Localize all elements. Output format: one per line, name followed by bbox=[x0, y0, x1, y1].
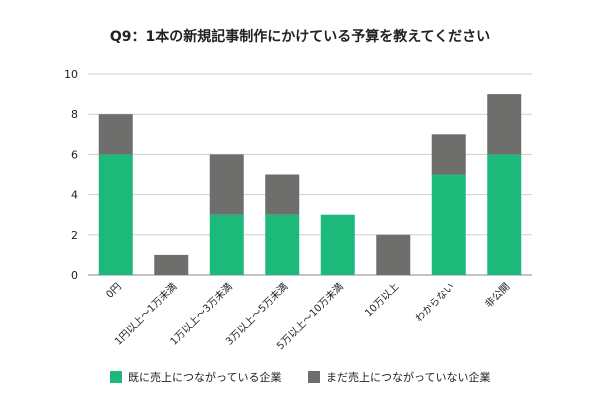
x-tick-label-2: 1万以上〜3万未満 bbox=[168, 281, 235, 348]
legend-label-converted: 既に売上につながっている企業 bbox=[128, 371, 282, 384]
x-tick-label-6: わからない bbox=[413, 281, 457, 325]
y-tick-label-10: 10 bbox=[64, 68, 78, 81]
bar-not-converted-1 bbox=[154, 254, 189, 275]
x-tick-label-5: 10万以上 bbox=[363, 281, 402, 320]
x-tick-label-3: 3万以上〜5万未満 bbox=[223, 281, 290, 348]
bar-not-converted-3 bbox=[265, 174, 300, 215]
bar-not-converted-6 bbox=[431, 134, 466, 175]
x-tick-label-1: 1円以上〜1万未満 bbox=[112, 281, 179, 348]
legend-label-not-converted: まだ売上につながっていない企業 bbox=[326, 371, 491, 384]
legend-swatch-not-converted bbox=[308, 371, 320, 383]
y-tick-label-0: 0 bbox=[71, 269, 78, 282]
y-tick-label-2: 2 bbox=[71, 229, 78, 242]
bar-converted-0 bbox=[98, 154, 133, 275]
bar-not-converted-5 bbox=[376, 234, 411, 275]
bar-converted-6 bbox=[431, 174, 466, 275]
bar-converted-3 bbox=[265, 214, 300, 275]
bar-converted-2 bbox=[209, 214, 244, 275]
legend-swatch-converted bbox=[110, 371, 122, 383]
y-tick-label-4: 4 bbox=[71, 189, 78, 202]
x-tick-label-0: 0円 bbox=[105, 281, 124, 300]
x-tick-label-7: 非公開 bbox=[483, 281, 513, 311]
bar-converted-7 bbox=[487, 154, 522, 275]
chart-title: Q9：1本の新規記事制作にかけている予算を教えてください bbox=[109, 29, 491, 45]
bar-not-converted-7 bbox=[487, 94, 522, 155]
bar-not-converted-0 bbox=[98, 114, 133, 155]
bar-not-converted-2 bbox=[209, 154, 244, 215]
bar-converted-4 bbox=[320, 214, 355, 275]
y-tick-label-6: 6 bbox=[71, 148, 78, 161]
legend-item-not-converted: まだ売上につながっていない企業 bbox=[308, 369, 490, 385]
y-tick-label-8: 8 bbox=[71, 108, 78, 121]
legend-item-converted: 既に売上につながっている企業 bbox=[110, 369, 281, 385]
